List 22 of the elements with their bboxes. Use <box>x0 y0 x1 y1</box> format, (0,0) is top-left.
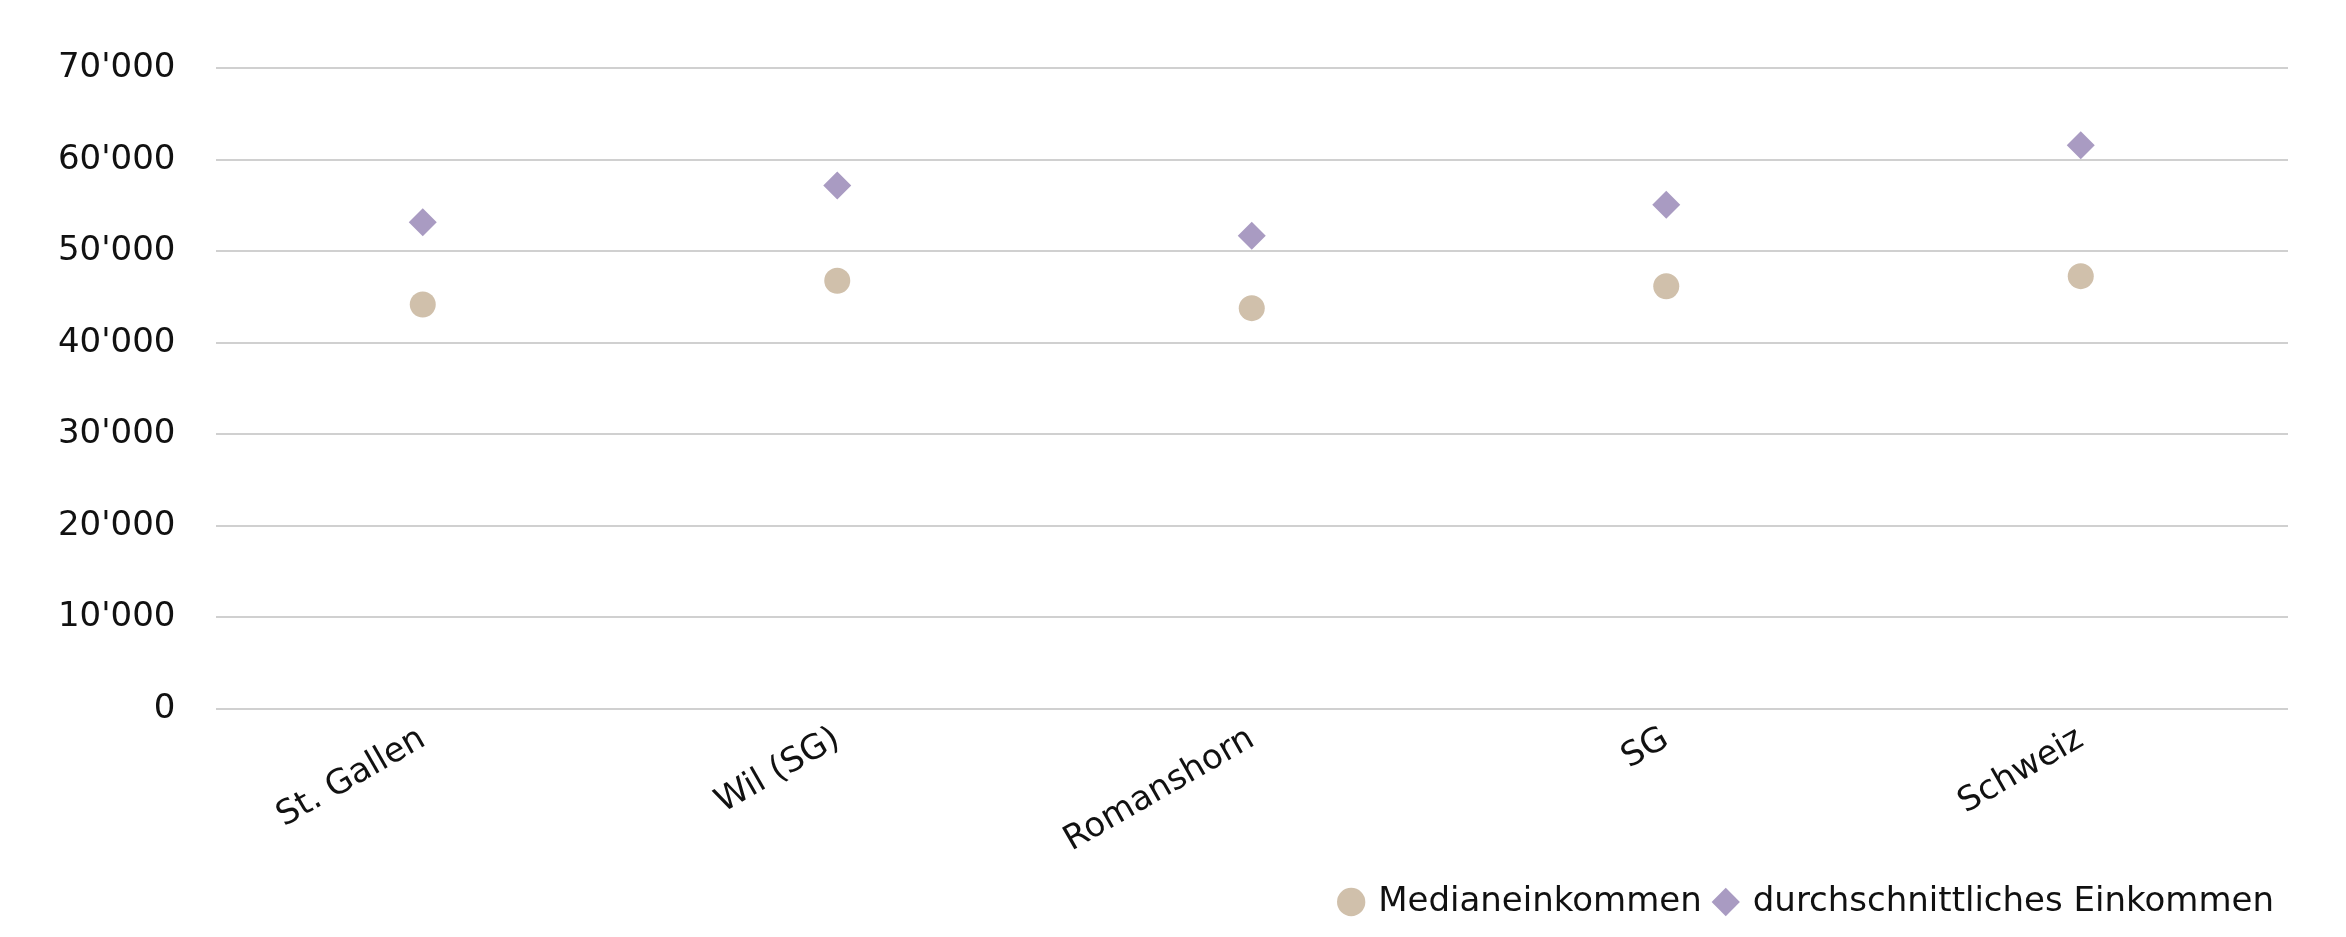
y-tick-label: 50'000 <box>57 228 176 269</box>
point <box>824 267 851 294</box>
y-tick-label: 30'000 <box>57 411 176 452</box>
point <box>2066 131 2095 160</box>
y-tick-label: 60'000 <box>57 136 176 177</box>
legend-label: Medianeinkommen <box>1378 878 1702 919</box>
x-tick-label: SG <box>1613 716 1675 776</box>
y-tick-label: 0 <box>153 685 176 726</box>
y-tick-label: 70'000 <box>57 45 176 86</box>
point <box>823 171 852 200</box>
point <box>1238 295 1265 322</box>
point <box>1237 221 1266 250</box>
point <box>408 208 437 237</box>
y-tick-label: 10'000 <box>57 594 176 635</box>
point <box>1652 190 1681 219</box>
y-tick-label: 40'000 <box>57 319 176 360</box>
point <box>1653 273 1680 300</box>
y-tick-label: 20'000 <box>57 502 176 543</box>
point <box>2067 263 2094 290</box>
x-tick-label: Wil (SG) <box>707 716 846 820</box>
point <box>409 291 436 318</box>
legend-label: durchschnittliches Einkommen <box>1752 878 2275 919</box>
